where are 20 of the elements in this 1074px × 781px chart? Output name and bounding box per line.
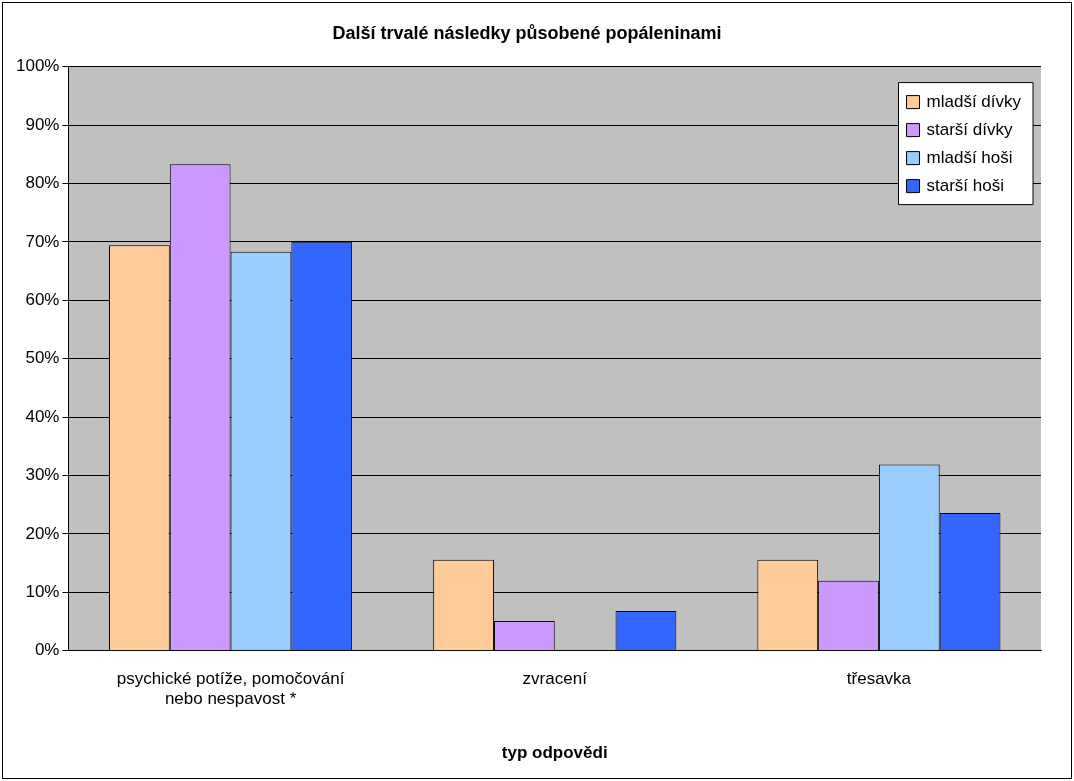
legend-label: starší dívky (926, 120, 1013, 140)
y-tick-label: 10% (25, 582, 60, 602)
y-tick-label: 100% (16, 56, 60, 76)
legend-label: mladší hoši (926, 148, 1013, 168)
y-tick-label: 0% (34, 640, 60, 660)
x-tick-label: psychické potíže, pomočování nebo nespavost * (116, 668, 345, 709)
x-tick-label: třesavka (846, 668, 912, 688)
chart-title: Další trvalé následky působené popáleninami (332, 22, 722, 43)
legend-label: mladší dívky (926, 92, 1022, 112)
legend-label: starší hoši (926, 176, 1005, 196)
y-tick-label: 40% (25, 406, 60, 426)
y-tick-label: 70% (25, 231, 60, 251)
y-tick-label: 30% (25, 465, 60, 485)
y-tick-label: 60% (25, 289, 60, 309)
y-tick-label: 20% (25, 523, 60, 543)
y-tick-label: 90% (25, 114, 60, 134)
x-tick-label: zvracení (522, 668, 588, 688)
y-tick-label: 50% (25, 348, 60, 368)
x-axis-title: typ odpovědi (501, 743, 608, 763)
y-tick-label: 80% (25, 173, 60, 193)
